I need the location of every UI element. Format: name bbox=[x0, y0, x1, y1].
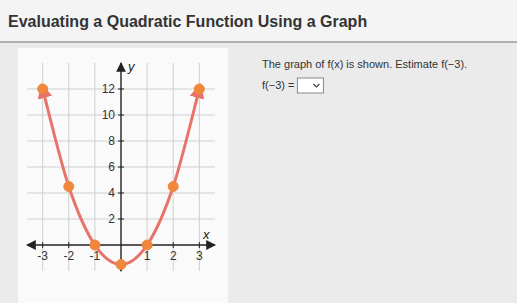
grid-line-y bbox=[27, 193, 215, 194]
x-tick-label: 1 bbox=[144, 249, 151, 263]
grid-line-y bbox=[27, 115, 215, 116]
answer-label: f(−3) = bbox=[262, 79, 294, 91]
point bbox=[194, 84, 204, 94]
prompt: The graph of f(x) is shown. Estimate f(−… bbox=[262, 58, 467, 70]
x-tick bbox=[42, 242, 43, 248]
point bbox=[64, 182, 74, 192]
title-rule bbox=[0, 41, 517, 43]
point bbox=[142, 240, 152, 250]
x-tick bbox=[68, 242, 69, 248]
point bbox=[90, 240, 100, 250]
x-tick-label: -2 bbox=[63, 249, 74, 263]
graph-panel bbox=[18, 48, 228, 303]
grid-line-y bbox=[27, 89, 215, 90]
curve bbox=[43, 89, 200, 265]
y-tick-label: 4 bbox=[108, 186, 115, 200]
y-tick-label: 6 bbox=[108, 160, 115, 174]
point bbox=[116, 260, 126, 270]
y-tick bbox=[118, 89, 124, 90]
plot-area bbox=[38, 84, 205, 270]
y-tick bbox=[118, 141, 124, 142]
y-tick bbox=[118, 115, 124, 116]
grid-line-y bbox=[27, 167, 215, 168]
x-tick-label: 2 bbox=[170, 249, 177, 263]
x-axis-label: x bbox=[202, 227, 210, 242]
y-tick-label: 8 bbox=[108, 134, 115, 148]
y-tick bbox=[118, 193, 124, 194]
y-tick-label: 12 bbox=[102, 82, 116, 96]
title-bar bbox=[0, 0, 517, 42]
answer-dropdown[interactable] bbox=[297, 78, 323, 93]
background bbox=[0, 0, 517, 303]
x-tick bbox=[199, 242, 200, 248]
point bbox=[38, 84, 48, 94]
x-tick bbox=[173, 242, 174, 248]
y-tick-label: 2 bbox=[108, 212, 115, 226]
grid-line-y bbox=[27, 219, 215, 220]
point bbox=[168, 182, 178, 192]
y-tick bbox=[118, 167, 124, 168]
dropdown-chevron bbox=[313, 84, 319, 87]
x-tick-label: -3 bbox=[37, 249, 48, 263]
title: Evaluating a Quadratic Function Using a … bbox=[8, 13, 367, 30]
y-tick bbox=[118, 219, 124, 220]
y-axis-label: y bbox=[127, 59, 136, 74]
x-tick-label: 3 bbox=[196, 249, 203, 263]
page: Evaluating a Quadratic Function Using a … bbox=[0, 0, 517, 303]
y-tick-label: 10 bbox=[102, 108, 116, 122]
